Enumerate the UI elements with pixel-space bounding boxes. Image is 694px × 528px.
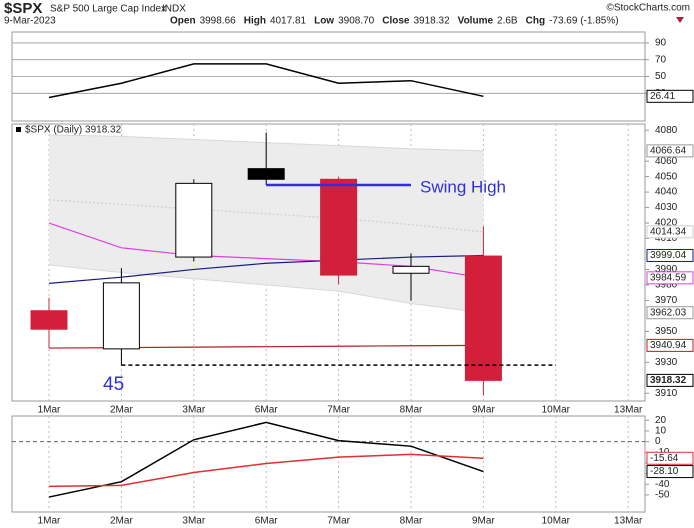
y-tick-label: -50 [655, 490, 670, 501]
y-tick-label: 90 [655, 38, 667, 49]
value-tag [646, 225, 694, 239]
field-value: 2.6B [497, 16, 518, 27]
value-tag-label: 3999.04 [650, 250, 687, 261]
x-tick-label: 13Mar [614, 516, 643, 527]
y-tick-label: 10 [655, 426, 667, 437]
value-tag [646, 306, 694, 320]
y-tick-label: 3930 [655, 357, 678, 368]
y-tick-label: 3910 [655, 388, 678, 399]
date: 9-Mar-2023 [4, 16, 56, 27]
series-line [48, 453, 484, 488]
y-tick-label: 20 [655, 415, 667, 426]
y-tick-label: 50 [655, 71, 667, 82]
x-tick-label: 10Mar [542, 405, 571, 416]
indicator-panel [11, 415, 646, 513]
credit: ©StockCharts.com [606, 3, 690, 14]
candle-body [247, 168, 285, 180]
y-tick-label: 3990 [655, 264, 678, 275]
field-label: Low [314, 16, 334, 27]
x-tick-label: 6Mar [255, 405, 278, 416]
legend: $SPX (Daily) 3918.32 [25, 125, 122, 136]
x-tick-label: 3Mar [182, 516, 205, 527]
x-tick-label: 3Mar [182, 405, 205, 416]
y-tick-label: 4010 [655, 233, 678, 244]
y-tick-label: 3980 [655, 280, 678, 291]
value-tag [646, 248, 694, 262]
candle-body [30, 310, 68, 330]
quote-fields: Open 3998.66 High 4017.81 Low 3908.70 Close 391… [170, 16, 619, 27]
exchange: INDX [162, 4, 186, 15]
y-tick-label: 4040 [655, 187, 678, 198]
x-tick-label: 9Mar [472, 405, 495, 416]
price-panel [11, 123, 646, 402]
x-tick-label: 7Mar [327, 516, 350, 527]
field-value: 4017.81 [270, 16, 307, 27]
down-arrow [676, 17, 684, 23]
value-tag-label: -28.10 [650, 466, 679, 477]
value-tag [646, 144, 694, 158]
x-tick-label: 1Mar [38, 405, 61, 416]
field-value: -73.69 (-1.85%) [549, 16, 618, 27]
index-name: S&P 500 Large Cap Index [50, 4, 166, 15]
value-tag [646, 89, 694, 103]
value-tag [646, 451, 694, 465]
value-tag-label: 3984.59 [650, 272, 687, 283]
candle-body [392, 265, 430, 274]
value-tag-label: 4014.34 [650, 226, 687, 237]
y-tick-label: 4060 [655, 156, 678, 167]
x-tick-label: 10Mar [542, 516, 571, 527]
x-tick-label: 9Mar [472, 516, 495, 527]
annotation: 45 [103, 374, 124, 395]
x-tick-label: 1Mar [38, 516, 61, 527]
y-tick-label: 0 [655, 436, 661, 447]
value-tag-label: 3962.03 [650, 307, 687, 318]
x-tick-label: 13Mar [614, 405, 643, 416]
candle-body [464, 255, 502, 381]
x-tick-label: 2Mar [110, 405, 133, 416]
legend-swatch [16, 127, 21, 132]
value-tag-label: -15.64 [650, 453, 679, 464]
series-line [48, 421, 484, 498]
y-tick-label: 4050 [655, 171, 678, 182]
field-label: Chg [526, 16, 545, 27]
field-value: 3998.66 [200, 16, 237, 27]
field-label: Open [170, 16, 196, 27]
y-tick-label: 4080 [655, 125, 678, 136]
series-line [48, 199, 484, 233]
x-tick-label: 8Mar [400, 516, 423, 527]
x-tick-label: 2Mar [110, 516, 133, 527]
x-tick-label: 8Mar [400, 405, 423, 416]
field-label: Volume [458, 16, 494, 27]
annotation: Swing High [420, 177, 506, 196]
y-tick-label: 4030 [655, 202, 678, 213]
y-tick-label: 3950 [655, 326, 678, 337]
value-tag-label: 3918.32 [650, 375, 687, 386]
field-value: 3908.70 [338, 16, 375, 27]
y-tick-label: 70 [655, 54, 667, 65]
candle-body [320, 178, 358, 276]
symbol: $SPX [4, 0, 42, 17]
value-tag [646, 465, 694, 479]
value-tag [646, 271, 694, 285]
candle-body [102, 282, 140, 350]
value-tag-label: 26.41 [650, 91, 675, 102]
field-value: 3918.32 [413, 16, 450, 27]
x-tick-label: 7Mar [327, 405, 350, 416]
field-label: Close [382, 16, 410, 27]
value-tag [646, 338, 694, 352]
y-tick-label: 4020 [655, 218, 678, 229]
value-tag-label: 3940.94 [650, 340, 687, 351]
value-tag-label: 4066.64 [650, 146, 687, 157]
x-tick-label: 6Mar [255, 516, 278, 527]
band-fill [49, 134, 484, 313]
y-tick-label: 3970 [655, 295, 678, 306]
series-line [48, 63, 484, 99]
field-label: High [244, 16, 266, 27]
candle-body [175, 182, 213, 258]
value-tag [646, 373, 694, 387]
y-tick-label: -40 [655, 479, 670, 490]
